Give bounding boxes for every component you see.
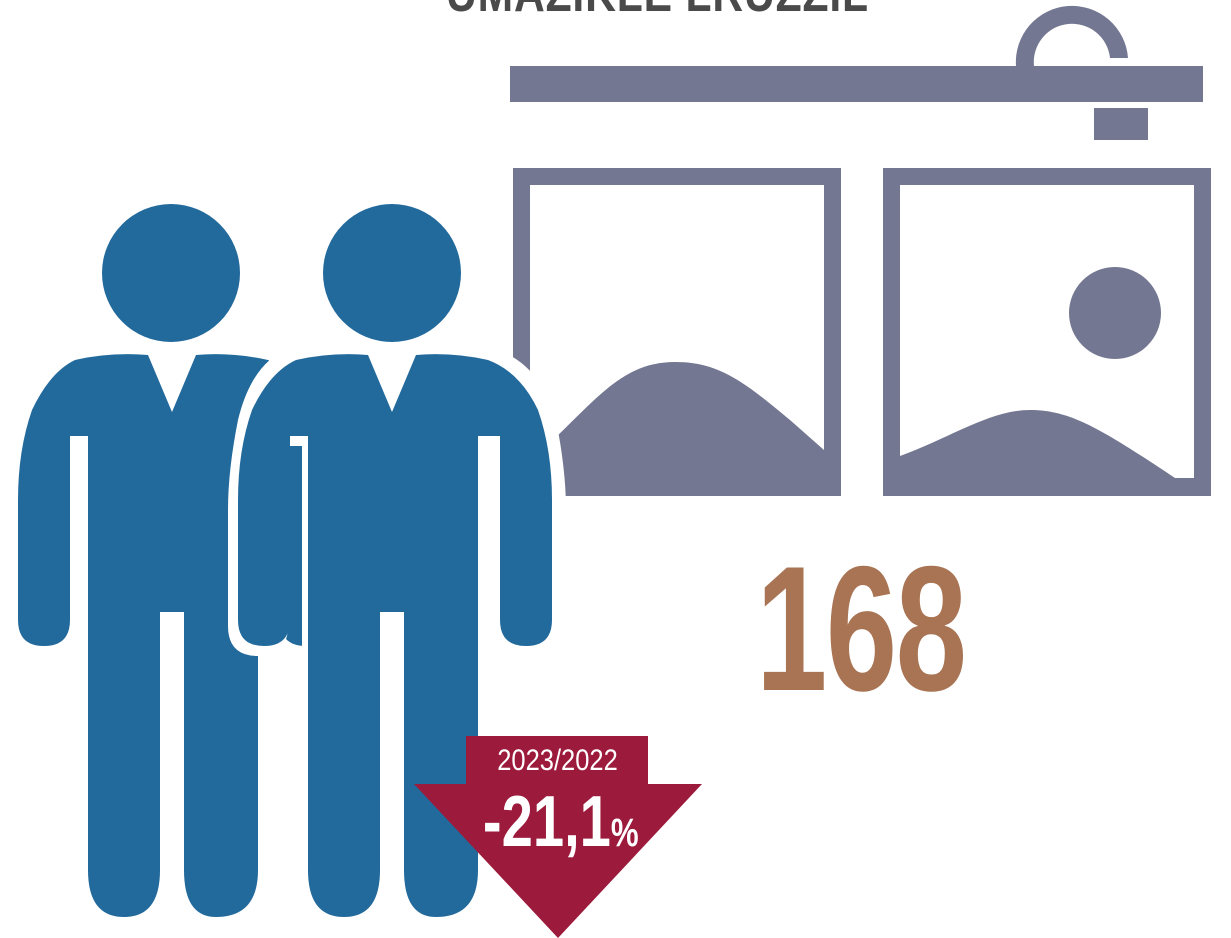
rail-tab: [1094, 108, 1148, 140]
person-head-icon: [323, 204, 461, 342]
sun-icon: [1069, 267, 1161, 359]
header-title: UMAZIKLE LRUZZIL: [446, 0, 869, 20]
change-value: -21,1: [482, 782, 611, 862]
hanging-rail: [510, 66, 1203, 102]
change-unit: %: [610, 811, 639, 855]
down-arrow-icon: [414, 736, 702, 938]
change-period: 2023/2022: [497, 744, 618, 777]
mountain-icon: [553, 362, 824, 478]
person-head-icon: [102, 204, 240, 342]
change-value-wrapper: -21,1%: [483, 786, 639, 858]
stat-value: 168: [756, 529, 967, 728]
hanger-hook-icon: [1015, 5, 1128, 66]
hill-icon: [900, 410, 1175, 478]
